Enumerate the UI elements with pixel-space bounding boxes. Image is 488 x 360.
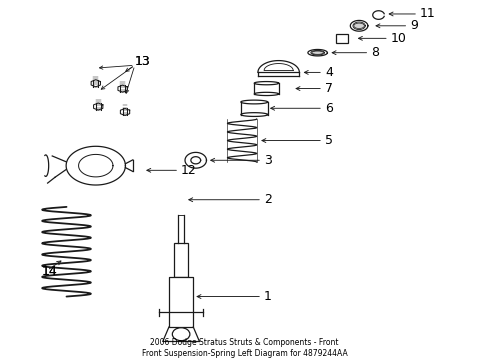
Ellipse shape: [353, 23, 364, 28]
Text: 7: 7: [325, 82, 332, 95]
Text: 12: 12: [181, 164, 197, 177]
Text: 6: 6: [325, 102, 332, 115]
Text: 8: 8: [370, 46, 379, 59]
Text: 11: 11: [419, 8, 435, 21]
Text: 3: 3: [264, 154, 271, 167]
Text: 14: 14: [42, 265, 58, 278]
Text: 10: 10: [390, 32, 406, 45]
Text: 14: 14: [42, 265, 58, 278]
Text: 13: 13: [135, 55, 150, 68]
Circle shape: [172, 328, 189, 341]
Text: 4: 4: [325, 66, 332, 79]
Bar: [335, 34, 347, 43]
Text: 5: 5: [325, 134, 332, 147]
Text: 1: 1: [264, 290, 271, 303]
Text: 13: 13: [135, 55, 150, 68]
Text: 9: 9: [409, 19, 417, 32]
Bar: [174, 243, 187, 276]
Text: 2: 2: [264, 193, 271, 206]
Bar: [168, 276, 193, 327]
Text: 2006 Dodge Stratus Struts & Components - Front
Front Suspension-Spring Left Diag: 2006 Dodge Stratus Struts & Components -…: [142, 338, 346, 357]
Ellipse shape: [311, 51, 323, 54]
